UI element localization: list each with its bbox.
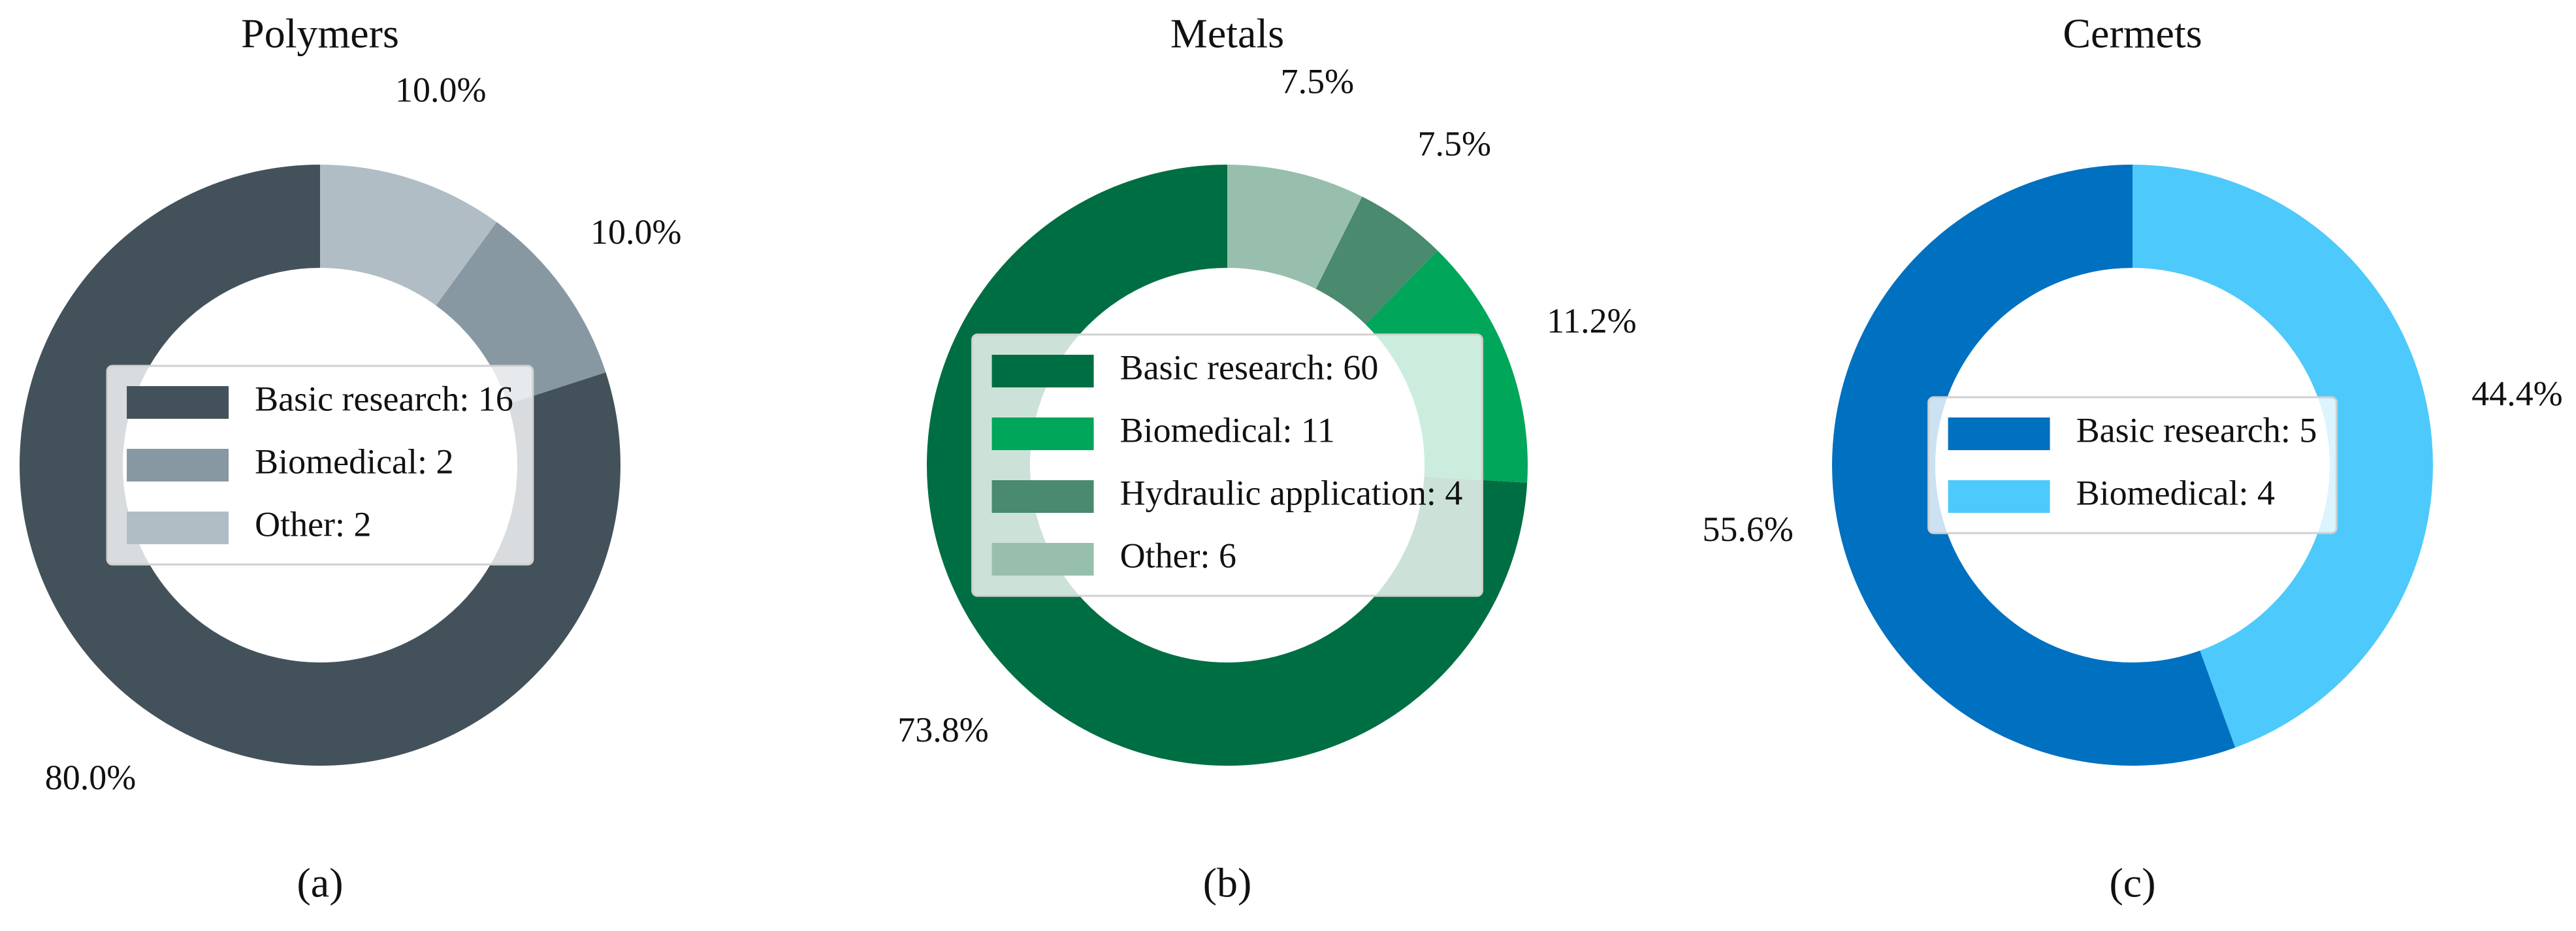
legend-label: Other: 2 [255,504,371,544]
legend-swatch [127,449,229,482]
percent-label: 55.6% [1702,510,1793,549]
wedge [1315,196,1438,325]
wedge [2133,165,2434,748]
percent-label: 80.0% [45,758,136,797]
legend-label: Biomedical: 2 [255,442,453,481]
caption: (c) [2109,860,2155,906]
wedge [436,221,606,404]
legend-swatch [1948,480,2050,513]
wedge [20,165,621,766]
legend-label: Biomedical: 11 [1120,410,1335,449]
percent-label: 7.5% [1281,62,1354,101]
legend: Basic research: 16 Biomedical: 2 Other: 2 [106,365,534,566]
legend-swatch [127,386,229,419]
legend-label: Basic research: 5 [2076,410,2317,449]
legend-label: Other: 6 [1120,536,1236,575]
wedge [320,165,497,306]
legend-swatch [991,543,1094,576]
percent-label: 10.0% [590,212,681,252]
percent-label: 44.4% [2471,374,2562,414]
caption: (a) [297,860,343,906]
legend: Basic research: 60 Biomedical: 11 Hydrauli… [971,333,1483,597]
legend-swatch [991,480,1094,513]
legend-swatch [991,417,1094,450]
percent-label: 73.8% [897,710,988,749]
legend-swatch [127,512,229,544]
percent-label: 11.2% [1547,301,1636,340]
percent-label: 7.5% [1417,124,1490,163]
legend-label: Hydraulic application: 4 [1120,473,1463,512]
wedge [1831,165,2236,766]
legend-swatch [991,355,1094,387]
wedge [1227,165,1362,289]
legend: Basic research: 5 Biomedical: 4 [1927,396,2338,534]
chart-title: Metals [1170,10,1284,57]
wedge [927,165,1528,766]
legend-box [971,333,1483,597]
caption: (b) [1203,860,1252,906]
legend-label: Basic research: 60 [1120,348,1379,387]
legend-label: Biomedical: 4 [2076,473,2275,512]
legend-label: Basic research: 16 [255,379,513,418]
chart-title: Polymers [241,10,399,57]
legend-swatch [1948,417,2050,450]
percent-label: 10.0% [395,71,486,110]
chart-title: Cermets [2063,10,2202,57]
